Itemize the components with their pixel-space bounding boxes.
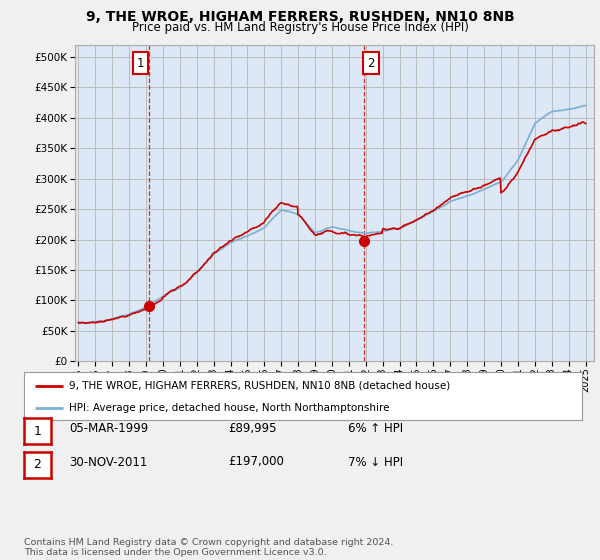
Text: Price paid vs. HM Land Registry's House Price Index (HPI): Price paid vs. HM Land Registry's House … [131, 21, 469, 34]
Text: 30-NOV-2011: 30-NOV-2011 [69, 455, 148, 469]
Text: 2: 2 [367, 57, 375, 69]
Text: HPI: Average price, detached house, North Northamptonshire: HPI: Average price, detached house, Nort… [68, 403, 389, 413]
Text: 7% ↓ HPI: 7% ↓ HPI [348, 455, 403, 469]
Text: 2: 2 [34, 458, 41, 472]
Text: 9, THE WROE, HIGHAM FERRERS, RUSHDEN, NN10 8NB: 9, THE WROE, HIGHAM FERRERS, RUSHDEN, NN… [86, 10, 514, 24]
Text: 1: 1 [34, 424, 41, 438]
Text: 1: 1 [137, 57, 144, 69]
Text: Contains HM Land Registry data © Crown copyright and database right 2024.
This d: Contains HM Land Registry data © Crown c… [24, 538, 394, 557]
Text: £89,995: £89,995 [228, 422, 277, 435]
Text: £197,000: £197,000 [228, 455, 284, 469]
Text: 6% ↑ HPI: 6% ↑ HPI [348, 422, 403, 435]
Text: 9, THE WROE, HIGHAM FERRERS, RUSHDEN, NN10 8NB (detached house): 9, THE WROE, HIGHAM FERRERS, RUSHDEN, NN… [68, 381, 450, 391]
Text: 05-MAR-1999: 05-MAR-1999 [69, 422, 148, 435]
